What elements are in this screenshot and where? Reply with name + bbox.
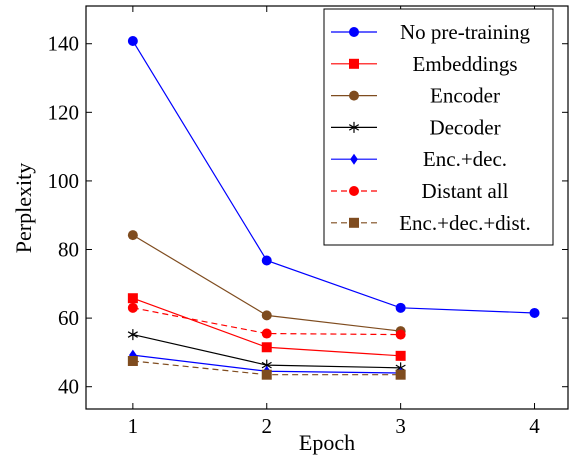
- data-point: [127, 230, 138, 241]
- legend-label: Enc.+dec.: [423, 147, 507, 171]
- y-tick-label: 100: [48, 169, 80, 193]
- data-point: [261, 328, 272, 339]
- legend-label: Encoder: [430, 84, 500, 108]
- x-tick-label: 2: [262, 414, 273, 438]
- data-point: [127, 355, 138, 366]
- y-axis-label: Perplexity: [11, 163, 36, 253]
- data-point: [261, 342, 272, 353]
- series-line: [132, 40, 535, 314]
- data-point: [127, 329, 138, 341]
- x-tick-label: 1: [128, 414, 139, 438]
- legend-marker: [349, 186, 359, 196]
- y-tick-label: 140: [48, 32, 80, 56]
- series-markers: [127, 35, 540, 380]
- legend-marker: [349, 58, 359, 69]
- legend: No pre-training Embeddings Encoder Decoder E…: [323, 8, 554, 246]
- data-point: [127, 35, 138, 46]
- legend-marker: [348, 121, 360, 133]
- x-tick-label: 3: [395, 414, 406, 438]
- legend-marker: [349, 217, 359, 228]
- legend-label: Embeddings: [413, 52, 518, 76]
- data-point: [395, 350, 406, 361]
- legend-label: Decoder: [429, 115, 500, 139]
- y-tick-label: 120: [48, 100, 80, 124]
- legend-marker: [349, 90, 359, 101]
- data-point: [395, 329, 406, 340]
- data-point: [261, 255, 272, 266]
- y-tick-label: 40: [58, 375, 79, 399]
- data-point: [261, 310, 272, 321]
- data-point: [395, 369, 406, 380]
- y-tick-label: 80: [58, 238, 79, 262]
- x-axis-label: Epoch: [299, 430, 355, 455]
- data-point: [261, 369, 272, 380]
- y-tick-label: 60: [58, 306, 79, 330]
- plot-frame: [85, 5, 569, 410]
- x-tick-label: 4: [529, 414, 540, 438]
- data-point: [127, 293, 138, 304]
- axis-ticks: 1 2 3 4 40 60 80 100 120 140: [48, 6, 568, 438]
- data-point: [395, 302, 406, 313]
- legend-marker: [349, 27, 359, 37]
- data-point: [127, 302, 138, 313]
- legend-label: Enc.+dec.+dist.: [399, 211, 531, 235]
- series-line: [132, 307, 401, 336]
- data-point: [529, 307, 540, 318]
- legend-label: No pre-training: [400, 20, 531, 44]
- legend-marker: [350, 153, 358, 165]
- legend-label: Distant all: [422, 179, 509, 203]
